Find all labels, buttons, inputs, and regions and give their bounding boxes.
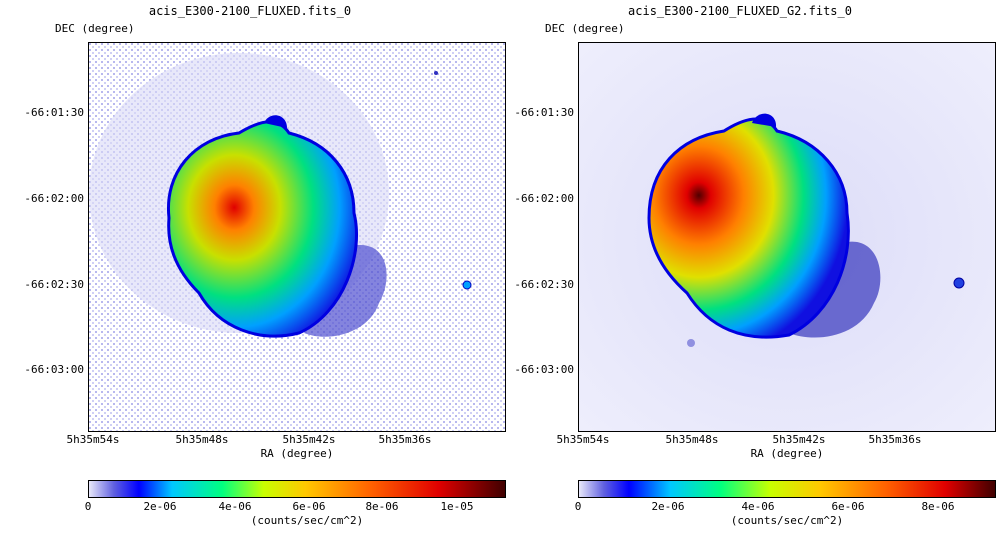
left-colorbar-tick: 8e-06 (365, 500, 399, 513)
left-colorbar-tick: 0 (84, 500, 92, 513)
left-panel-title: acis_E300-2100_FLUXED.fits_0 (148, 4, 352, 18)
left-remnant-shape (166, 120, 359, 338)
right-x-tick: 5h35m42s (772, 433, 826, 446)
left-point-source-2 (434, 71, 438, 75)
right-image-view[interactable] (578, 42, 996, 432)
right-y-tick: -66:03:00 (514, 363, 574, 376)
right-x-axis-title: RA (degree) (750, 447, 824, 460)
right-x-tick: 5h35m36s (868, 433, 922, 446)
left-x-tick: 5h35m42s (282, 433, 336, 446)
right-fits-image (579, 43, 995, 431)
left-y-tick: -66:03:00 (24, 363, 84, 376)
left-x-tick: 5h35m36s (378, 433, 432, 446)
right-point-source (953, 277, 965, 289)
left-y-tick: -66:01:30 (24, 106, 84, 119)
right-x-tick: 5h35m54s (556, 433, 610, 446)
left-x-axis-title: RA (degree) (260, 447, 334, 460)
left-point-source (462, 280, 472, 290)
right-colorbar (578, 480, 996, 498)
left-image-panel: acis_E300-2100_FLUXED.fits_0 DEC (degree… (24, 4, 506, 527)
right-colorbar-tick: 8e-06 (921, 500, 955, 513)
left-colorbar-tick: 1e-05 (440, 500, 474, 513)
right-y-axis-title: DEC (degree) (545, 22, 625, 35)
left-x-tick: 5h35m54s (66, 433, 120, 446)
left-colorbar-tick: 4e-06 (218, 500, 252, 513)
right-y-tick: -66:02:30 (514, 278, 574, 291)
left-image-view[interactable] (88, 42, 506, 432)
right-colorbar-tick: 2e-06 (651, 500, 685, 513)
left-colorbar-tick: 6e-06 (292, 500, 326, 513)
right-colorbar-tick: 6e-06 (831, 500, 865, 513)
left-y-axis-title: DEC (degree) (55, 22, 135, 35)
left-fits-image (89, 43, 505, 431)
left-y-tick: -66:02:30 (24, 278, 84, 291)
left-colorbar-title: (counts/sec/cm^2) (250, 514, 364, 527)
left-y-tick: -66:02:00 (24, 192, 84, 205)
right-image-panel: acis_E300-2100_FLUXED_G2.fits_0 DEC (deg… (490, 0, 996, 549)
left-colorbar (88, 480, 506, 498)
right-point-source-2 (687, 339, 695, 347)
left-x-tick: 5h35m48s (175, 433, 229, 446)
right-remnant-shape (647, 117, 850, 339)
right-colorbar-title: (counts/sec/cm^2) (730, 514, 844, 527)
left-remnant-knob (264, 115, 287, 128)
right-remnant-knob (752, 113, 777, 127)
right-colorbar-tick: 0 (574, 500, 582, 513)
right-y-tick: -66:01:30 (514, 106, 574, 119)
right-panel-title: acis_E300-2100_FLUXED_G2.fits_0 (628, 4, 852, 18)
right-x-tick: 5h35m48s (665, 433, 719, 446)
left-colorbar-tick: 2e-06 (143, 500, 177, 513)
right-y-tick: -66:02:00 (514, 192, 574, 205)
right-colorbar-tick: 4e-06 (741, 500, 775, 513)
